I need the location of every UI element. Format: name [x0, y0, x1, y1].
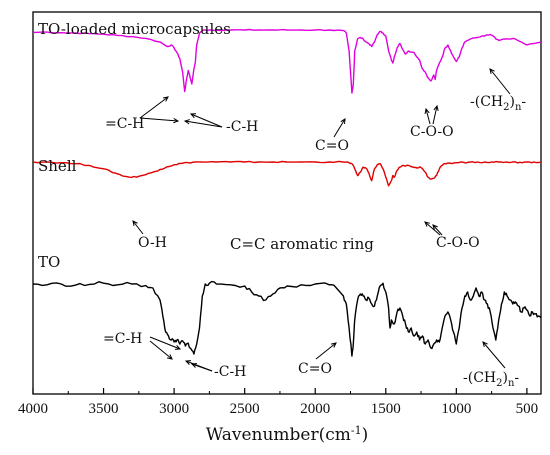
- x-tick-label-1500: 1500: [371, 401, 401, 417]
- arrow-mc-ch-a: [190, 113, 223, 128]
- annot-mc-ch2-main: -(CH: [470, 94, 503, 110]
- arrow-mc-co-head: [340, 118, 346, 125]
- annot-mc-ch2-close: ): [510, 94, 515, 110]
- x-axis-label: Wavenumber(cm-1): [206, 424, 369, 445]
- annot-mc-ch2-dash: -: [521, 94, 526, 110]
- arrow-to-ch-eq-a-head: [174, 344, 182, 350]
- arrow-to-ch2-head: [482, 341, 488, 347]
- arrow-shell-oh: [132, 220, 144, 235]
- arrow-shell-coo-a-head: [424, 221, 430, 227]
- arrow-mc-ch-b-head: [183, 119, 190, 125]
- arrow-to-ch-eq-b-head: [167, 354, 173, 360]
- annot-mc-ch2: -(CH2)n-: [470, 94, 526, 113]
- annot-mc-ch: -C-H: [226, 119, 258, 135]
- x-tick-label-3500: 3500: [89, 401, 119, 417]
- annot-shell-coo: C-O-O: [436, 235, 480, 251]
- x-tick-label-1000: 1000: [441, 401, 471, 417]
- annot-shell-oh: O-H: [138, 235, 167, 251]
- arrow-mc-ch2-head: [489, 68, 495, 74]
- arrow-mc-co: [333, 118, 346, 138]
- arrow-mc-coo-a-head: [424, 107, 430, 115]
- series-line-shell: [32, 160, 542, 187]
- arrow-to-ch-b: [185, 360, 213, 372]
- annot-to-ch2-close: ): [503, 370, 508, 386]
- x-axis-label-end: ): [362, 425, 369, 445]
- x-tick-label-4000: 4000: [18, 401, 48, 417]
- title-microcapsules: TO-loaded microcapsules: [38, 20, 231, 38]
- annot-to-ch2-main: -(CH: [463, 370, 496, 386]
- series-layer: [32, 28, 542, 357]
- x-tick-label-2000: 2000: [300, 401, 330, 417]
- arrow-shell-coo-a: [424, 221, 441, 236]
- arrow-shell-coo-b-head: [432, 224, 438, 230]
- arrow-to-co: [315, 342, 337, 360]
- x-axis-label-sup: -1: [351, 424, 362, 437]
- arrow-to-ch-b-head: [184, 360, 192, 365]
- arrow-mc-ch-eq-b-head: [173, 118, 180, 124]
- arrow-shell-coo-b: [432, 224, 443, 236]
- arrow-shell-oh-head: [132, 220, 138, 226]
- arrow-mc-coo-b: [432, 105, 438, 125]
- arrow-to-ch2: [482, 341, 506, 369]
- annot-mc-ch-eq: =C-H: [105, 116, 144, 132]
- annot-to-ch2-dash: -: [514, 370, 519, 386]
- arrow-to-ch-a-head: [190, 362, 198, 368]
- arrow-mc-ch-a-head: [189, 113, 197, 119]
- series-line-microcapsules: [32, 28, 542, 94]
- arrow-to-co-head: [331, 342, 337, 348]
- arrow-mc-ch-eq-a: [139, 96, 169, 119]
- arrow-mc-ch-eq-b: [139, 117, 179, 122]
- annot-mc-co: C=O: [315, 138, 349, 154]
- x-axis-ticks: [32, 388, 528, 394]
- arrow-mc-ch2: [489, 68, 511, 95]
- annot-mc-coo: C-O-O: [410, 124, 454, 140]
- plot-frame: [32, 11, 542, 395]
- annot-to-ch2-n: n: [508, 378, 515, 389]
- arrow-mc-ch-eq-a-head: [162, 96, 169, 102]
- annot-to-ch: -C-H: [214, 364, 246, 380]
- title-to: TO: [38, 253, 60, 271]
- annot-mc-ch2-n: n: [515, 102, 522, 113]
- annot-to-ch2-sub: 2: [496, 378, 502, 389]
- x-tick-label-500: 500: [516, 401, 539, 417]
- x-tick-label-3000: 3000: [159, 401, 189, 417]
- arrow-mc-coo-a: [425, 108, 431, 125]
- annot-mc-ch2-sub: 2: [503, 102, 509, 113]
- x-tick-label-2500: 2500: [230, 401, 260, 417]
- x-axis-label-main: Wavenumber(cm: [206, 425, 351, 445]
- series-line-to: [32, 280, 542, 357]
- arrow-to-ch-eq-a: [149, 336, 181, 350]
- x-axis-tick-labels: 4000 3500 3000 2500 2000 1500 1000 500: [18, 401, 538, 417]
- title-shell: Shell: [38, 157, 77, 175]
- arrow-to-ch-eq-b: [149, 340, 173, 360]
- arrow-mc-ch-b: [184, 120, 223, 128]
- annot-shell-arom: C=C aromatic ring: [230, 235, 374, 253]
- annot-to-co: C=O: [298, 361, 332, 377]
- arrow-mc-coo-b-head: [433, 104, 439, 111]
- annot-to-ch2: -(CH2)n-: [463, 370, 519, 389]
- annotation-arrows: [132, 68, 511, 372]
- annot-to-ch-eq: =C-H: [103, 331, 142, 347]
